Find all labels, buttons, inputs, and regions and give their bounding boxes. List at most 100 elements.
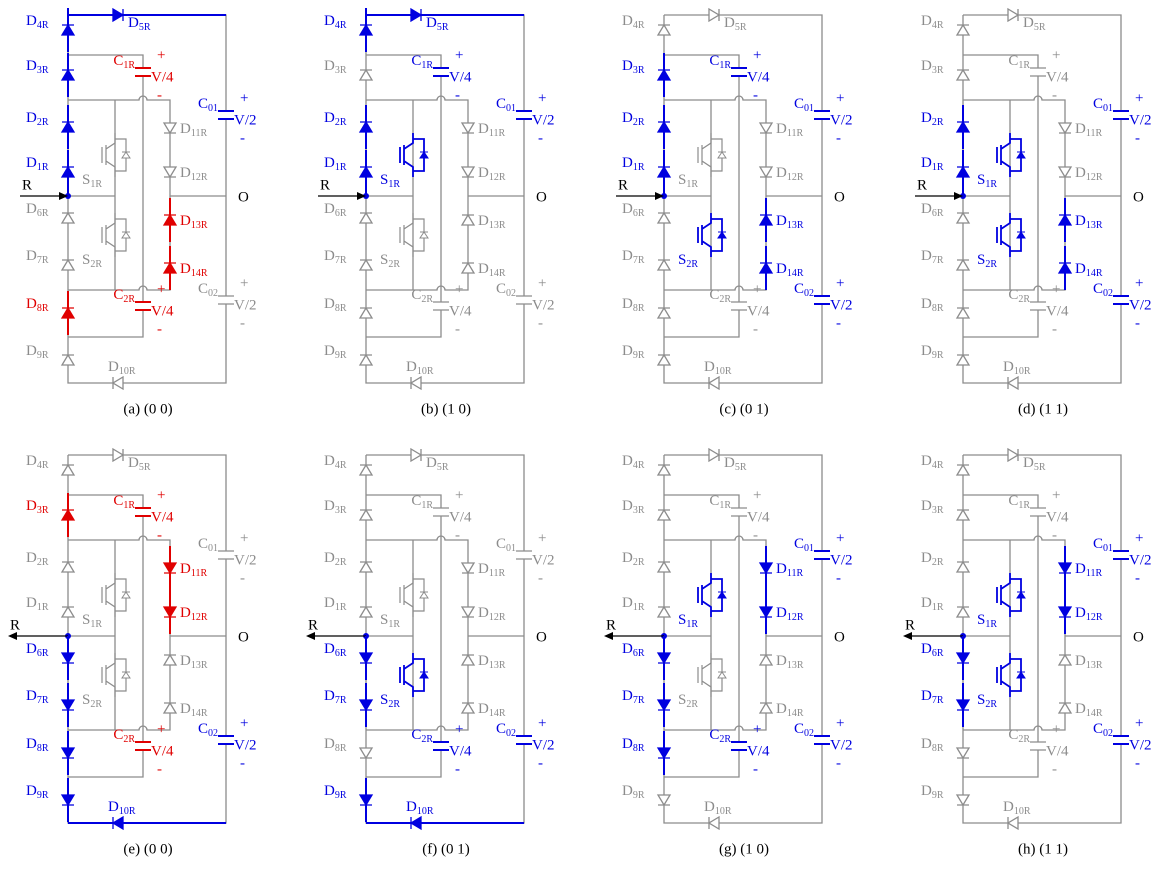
diode (658, 795, 670, 805)
label: V/2 (532, 737, 555, 753)
label: O (536, 629, 547, 645)
label: V/2 (234, 552, 257, 568)
label: D6R (324, 641, 347, 659)
diode (1008, 377, 1018, 389)
circuit-panel: ROD4RD3RD2RD1RD6RD7RD8RD9RD11RD12RD13RD1… (915, 9, 1152, 417)
label: O (238, 189, 249, 205)
igbt-diode (420, 232, 428, 238)
diode (164, 215, 176, 225)
label: V/4 (747, 69, 770, 85)
label: V/4 (1046, 743, 1069, 759)
label: D4R (921, 13, 944, 31)
label: D13R (776, 213, 804, 231)
diode (164, 123, 176, 133)
capacitor (135, 742, 151, 750)
label: - (538, 755, 543, 771)
arrow-head (954, 192, 963, 200)
label: D8R (622, 736, 645, 754)
label: C1R (709, 493, 731, 511)
label: D6R (622, 201, 645, 219)
diode (760, 167, 772, 177)
diode (658, 562, 670, 572)
capacitor (1113, 736, 1129, 744)
capacitor (731, 742, 747, 750)
label: D2R (622, 110, 645, 128)
label: + (538, 275, 546, 291)
diode (462, 167, 474, 177)
label: D3R (26, 58, 49, 76)
label: D13R (478, 653, 506, 671)
diode (62, 562, 74, 572)
label: + (455, 487, 463, 503)
diode (760, 215, 772, 225)
label: - (836, 755, 841, 771)
igbt (400, 653, 424, 697)
diode (113, 817, 123, 829)
wire (366, 455, 524, 823)
label: - (240, 570, 245, 586)
diode (658, 25, 670, 35)
label: R (905, 617, 915, 633)
label: D10R (1003, 359, 1031, 377)
igbt (698, 133, 722, 177)
diode (957, 510, 969, 520)
label: D12R (776, 165, 804, 183)
diode (658, 607, 670, 617)
label: D6R (26, 201, 49, 219)
capacitor (135, 302, 151, 310)
caption: (f) (0 1) (422, 841, 469, 857)
label: - (538, 570, 543, 586)
label: - (240, 755, 245, 771)
label: C02 (1093, 721, 1113, 739)
label: D3R (622, 58, 645, 76)
diode (360, 308, 372, 318)
label: D14R (1075, 261, 1103, 279)
igbt-diode (122, 672, 130, 678)
label: D11R (1075, 121, 1102, 139)
label: D3R (921, 498, 944, 516)
label: + (1052, 47, 1060, 63)
label: V/2 (532, 552, 555, 568)
label: - (1052, 527, 1057, 543)
diode (760, 563, 772, 573)
caption: (b) (1 0) (421, 401, 471, 417)
label: D4R (26, 453, 49, 471)
diode (62, 167, 74, 177)
label: D9R (324, 783, 347, 801)
igbt (997, 573, 1021, 617)
label: D7R (622, 688, 645, 706)
label: O (1133, 629, 1144, 645)
label: D4R (622, 13, 645, 31)
label: D3R (622, 498, 645, 516)
label: + (157, 721, 165, 737)
diode (462, 123, 474, 133)
diode (360, 260, 372, 270)
label: D2R (622, 550, 645, 568)
diode (658, 355, 670, 365)
label: V/2 (830, 552, 853, 568)
label: C02 (496, 281, 516, 299)
diode (957, 308, 969, 318)
diode (957, 122, 969, 132)
capacitor (1030, 508, 1046, 516)
label: D12R (1075, 605, 1103, 623)
label: S1R (977, 172, 997, 190)
label: C02 (198, 281, 218, 299)
wire (68, 455, 226, 823)
label: D10R (1003, 799, 1031, 817)
igbt-diode (420, 672, 428, 678)
wire (68, 15, 226, 383)
label: D7R (26, 248, 49, 266)
diode (462, 263, 474, 273)
capacitor (433, 508, 449, 516)
label: C01 (794, 96, 814, 114)
label: S2R (82, 692, 102, 710)
diode (411, 449, 421, 461)
label: C1R (113, 53, 135, 71)
igbt-diode (122, 152, 130, 158)
label: S2R (380, 252, 400, 270)
label: O (834, 629, 845, 645)
igbt (400, 133, 424, 177)
circuit-panel: ROD4RD3RD2RD1RD6RD7RD8RD9RD11RD12RD13RD1… (8, 449, 257, 857)
diode (957, 70, 969, 80)
